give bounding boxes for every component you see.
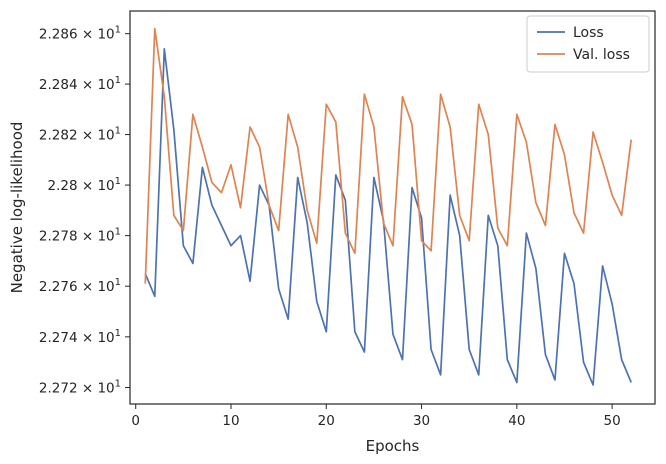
plot-frame [129, 10, 656, 405]
y-tick-mantissa: 2.282 [39, 128, 78, 144]
legend: Loss Val. loss [526, 15, 650, 73]
y-tick-mantissa: 2.284 [39, 77, 78, 93]
y-tick-times: × 10 [78, 381, 115, 397]
y-tick-mantissa: 2.286 [39, 27, 78, 43]
y-tick-label: 2.272 × 101 [39, 379, 121, 397]
series-layer [144, 27, 633, 386]
y-tick-times: × 10 [78, 128, 115, 144]
x-tick-label: 50 [604, 413, 621, 429]
y-tick-label: 2.284 × 101 [39, 75, 121, 93]
y-tick-label: 2.282 × 101 [39, 126, 121, 144]
x-tick-label: 10 [222, 413, 239, 429]
legend-box [526, 15, 650, 73]
y-tick-mantissa: 2.272 [39, 381, 78, 397]
y-tick-exponent: 1 [115, 126, 121, 137]
y-tick-exponent: 1 [115, 379, 121, 390]
y-tick-times: × 10 [78, 178, 115, 194]
y-tick-label: 2.286 × 101 [39, 25, 121, 43]
y-tick-label: 2.274 × 101 [39, 328, 121, 346]
y-tick-exponent: 1 [115, 277, 121, 288]
y-tick-label: 2.278 × 101 [39, 227, 121, 245]
legend-label: Loss [573, 25, 604, 41]
y-tick-mantissa: 2.274 [39, 330, 78, 346]
y-tick-exponent: 1 [115, 25, 121, 36]
x-axis-label: Epochs [366, 437, 420, 455]
x-tick-label: 20 [318, 413, 335, 429]
x-tick-label: 40 [508, 413, 525, 429]
plot-background [130, 11, 655, 404]
y-tick-label: 2.276 × 101 [39, 277, 121, 295]
y-tick-times: × 10 [78, 279, 115, 295]
x-tick-label: 0 [131, 413, 140, 429]
y-tick-label: 2.28 × 101 [47, 176, 121, 194]
y-tick-times: × 10 [78, 77, 115, 93]
y-tick-times: × 10 [78, 330, 115, 346]
legend-label: Val. loss [573, 47, 630, 63]
y-tick-mantissa: 2.28 [47, 178, 77, 194]
series-line-loss [144, 47, 632, 386]
y-tick-exponent: 1 [115, 328, 121, 339]
y-tick-exponent: 1 [115, 176, 121, 187]
y-tick-times: × 10 [78, 27, 115, 43]
x-tick-label: 30 [413, 413, 430, 429]
y-tick-exponent: 1 [115, 227, 121, 238]
y-tick-times: × 10 [78, 229, 115, 245]
y-axis-label: Negative log-likelihood [8, 122, 26, 294]
y-tick-exponent: 1 [115, 75, 121, 86]
x-axis: 0 10 20 30 40 50 [131, 404, 621, 429]
series-line-val-loss [144, 27, 633, 284]
y-tick-mantissa: 2.278 [39, 229, 78, 245]
y-tick-mantissa: 2.276 [39, 279, 78, 295]
